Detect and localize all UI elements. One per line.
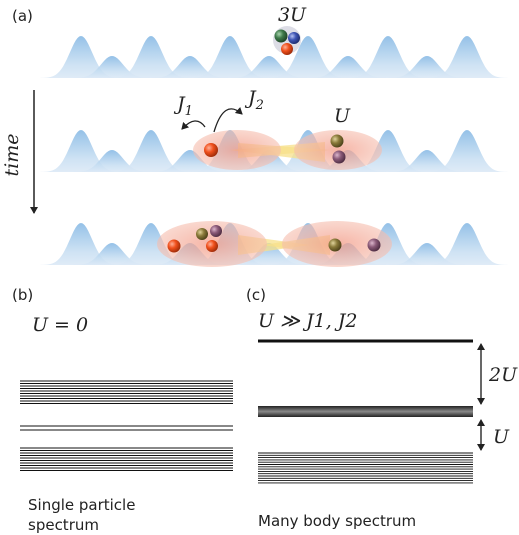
row-3-state bbox=[157, 221, 392, 267]
particle-red bbox=[204, 143, 218, 157]
wavefunction-ellipse bbox=[193, 130, 281, 170]
panel-b-label: (b) bbox=[12, 286, 33, 304]
particle-mauve bbox=[367, 238, 381, 252]
lattice-peak bbox=[423, 223, 511, 265]
gap-2U-indicator: 2U bbox=[477, 343, 518, 405]
lattice-peak bbox=[146, 150, 234, 172]
hop-left-arrow bbox=[181, 120, 206, 130]
many-body-spectrum bbox=[258, 339, 473, 484]
wavefunction-ellipse bbox=[294, 130, 382, 170]
particle-mauve bbox=[332, 150, 346, 164]
particle-green bbox=[274, 29, 288, 43]
lattice-peak bbox=[107, 36, 195, 78]
particle-olive bbox=[328, 238, 342, 252]
single-particle-spectrum bbox=[20, 380, 233, 471]
energy-band-middle bbox=[258, 406, 473, 417]
lattice-peak bbox=[383, 150, 471, 172]
particle-mauve bbox=[210, 225, 222, 237]
gap-U-indicator: U bbox=[477, 419, 510, 451]
lattice-peak bbox=[107, 130, 195, 172]
lattice-peak bbox=[225, 243, 313, 265]
lattice-peak bbox=[304, 56, 392, 78]
lattice-peak bbox=[344, 130, 432, 172]
row-1-cluster: 3U bbox=[273, 4, 307, 55]
time-label: time bbox=[1, 134, 23, 177]
time-axis: time bbox=[1, 90, 38, 214]
interaction-3U-label: 3U bbox=[278, 4, 307, 26]
interaction-U-label: U bbox=[334, 105, 351, 127]
condition-strong-interaction: U ≫ J1, J2 bbox=[258, 310, 357, 332]
lattice-peak bbox=[68, 150, 156, 172]
particle-olive bbox=[330, 134, 344, 148]
particle-olive bbox=[196, 228, 208, 240]
caption-single-particle-line2: spectrum bbox=[28, 516, 99, 534]
caption-single-particle-line1: Single particle bbox=[28, 496, 135, 514]
lattice-peak bbox=[68, 243, 156, 265]
lattice-peak bbox=[37, 36, 125, 78]
optical-lattice-row-1 bbox=[37, 36, 511, 78]
particle-red bbox=[281, 43, 293, 55]
hopping-J2-label: J2 bbox=[244, 87, 264, 113]
lattice-peak bbox=[383, 56, 471, 78]
lattice-peak bbox=[225, 56, 313, 78]
panel-a-label: (a) bbox=[12, 7, 33, 25]
lattice-peak bbox=[37, 130, 125, 172]
particle-red bbox=[206, 240, 218, 252]
hop-right-arrow bbox=[213, 107, 243, 133]
lattice-peak bbox=[344, 36, 432, 78]
lattice-peak bbox=[37, 223, 125, 265]
panel-c-label: (c) bbox=[246, 286, 266, 304]
row-2-state: J1 J2 U bbox=[173, 87, 382, 170]
lattice-peak bbox=[423, 130, 511, 172]
lattice-peak bbox=[146, 56, 234, 78]
lattice-peak bbox=[423, 36, 511, 78]
condition-u-zero: U = 0 bbox=[32, 314, 88, 336]
caption-many-body: Many body spectrum bbox=[258, 512, 416, 530]
lattice-peak bbox=[68, 56, 156, 78]
gap-2U-label: 2U bbox=[488, 364, 518, 386]
gap-U-label: U bbox=[493, 426, 510, 448]
lattice-peak bbox=[383, 243, 471, 265]
hopping-J1-label: J1 bbox=[173, 93, 193, 119]
lattice-peak bbox=[107, 223, 195, 265]
particle-red bbox=[167, 239, 181, 253]
particle-blue bbox=[288, 32, 300, 44]
lattice-peak bbox=[264, 36, 352, 78]
lattice-peak bbox=[186, 36, 274, 78]
